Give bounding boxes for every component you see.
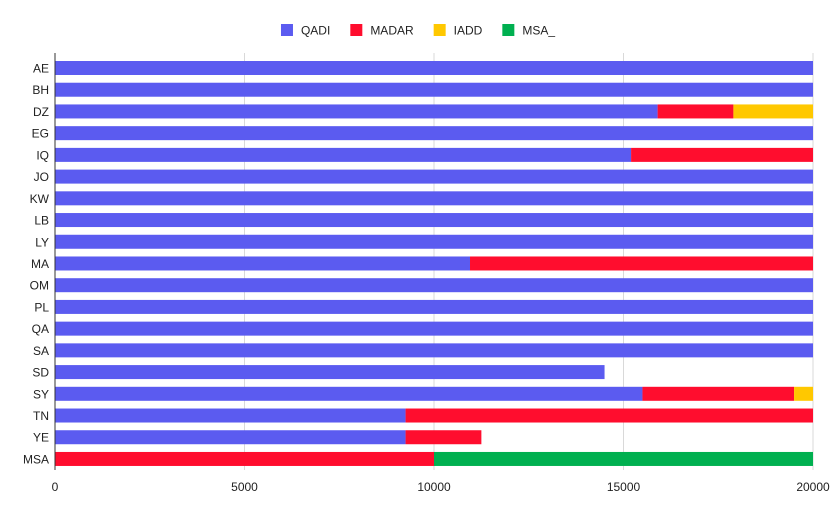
x-tick-label: 15000 xyxy=(607,480,641,494)
y-tick-label: SA xyxy=(33,344,49,358)
y-tick-label: AE xyxy=(33,62,49,76)
legend-swatch xyxy=(502,24,515,36)
bar-segment-qadi-sa xyxy=(55,343,813,358)
y-tick-label: SD xyxy=(32,366,49,380)
y-tick-label: KW xyxy=(30,192,50,206)
bar-segment-qadi-qa xyxy=(55,321,813,336)
y-tick-label: MSA xyxy=(23,452,49,466)
y-tick-label: PL xyxy=(34,300,49,314)
bar-segment-msa-msa xyxy=(434,451,813,466)
legend: QADI MADAR IADD MSA_ xyxy=(280,24,555,38)
y-tick-label: IQ xyxy=(36,148,49,162)
y-tick-label: DZ xyxy=(33,105,49,119)
x-tick-label: 20000 xyxy=(796,480,830,494)
y-tick-label: SY xyxy=(33,387,49,401)
bar-segment-madar-iq xyxy=(631,147,813,162)
legend-label: IADD xyxy=(454,24,483,38)
bar-segment-qadi-ma xyxy=(55,256,471,271)
bar-segment-madar-sy xyxy=(642,386,795,401)
y-tick-label: LY xyxy=(35,235,49,249)
bar-segment-iadd-sy xyxy=(794,386,813,401)
y-tick-label: QA xyxy=(32,322,49,336)
bar-segment-qadi-om xyxy=(55,278,813,293)
y-tick-label: YE xyxy=(33,431,49,445)
y-tick-label: EG xyxy=(32,127,49,141)
legend-label: MADAR xyxy=(370,24,414,38)
bar-segment-qadi-eg xyxy=(55,126,813,141)
x-tick-label: 10000 xyxy=(417,480,451,494)
bar-segment-qadi-ly xyxy=(55,234,813,249)
bar-segment-qadi-lb xyxy=(55,213,813,228)
bar-segment-qadi-bh xyxy=(55,82,813,97)
y-tick-label: JO xyxy=(34,170,49,184)
legend-swatch xyxy=(350,24,363,36)
bar-segment-qadi-ae xyxy=(55,61,813,75)
bar-segment-madar-ma xyxy=(470,256,813,271)
y-tick-label: MA xyxy=(31,257,49,271)
y-tick-label: BH xyxy=(32,83,49,97)
legend-item-madar[interactable]: MADAR xyxy=(350,24,414,38)
legend-item-qadi[interactable]: QADI xyxy=(280,24,330,38)
legend-item-iadd[interactable]: IADD xyxy=(433,24,483,38)
y-tick-label: TN xyxy=(33,409,49,423)
legend-label: MSA_ xyxy=(522,24,555,38)
bar-segment-madar-tn xyxy=(405,408,813,423)
bar-segment-qadi-kw xyxy=(55,191,813,206)
x-tick-label: 5000 xyxy=(231,480,258,494)
bar-segment-qadi-sy xyxy=(55,386,643,401)
bar-segment-madar-msa xyxy=(55,451,434,466)
bar-segment-madar-ye xyxy=(405,430,482,445)
axes: AE BH DZ EG IQ JO KW LB LY MA OM PL QA SA SD SY TN YE MSA0… xyxy=(23,53,830,494)
bar-segment-iadd-dz xyxy=(733,104,813,119)
bar-segment-qadi-sd xyxy=(55,365,605,380)
bar-segment-qadi-tn xyxy=(55,408,406,423)
legend-item-msa[interactable]: MSA_ xyxy=(502,24,555,38)
legend-label: QADI xyxy=(301,24,330,38)
bar-segment-qadi-dz xyxy=(55,104,658,119)
y-tick-label: LB xyxy=(34,214,49,228)
legend-swatch xyxy=(433,24,446,36)
bar-segment-qadi-iq xyxy=(55,147,632,162)
bar-segment-qadi-ye xyxy=(55,430,406,445)
x-tick-label: 0 xyxy=(52,480,59,494)
y-tick-label: OM xyxy=(30,279,49,293)
bars xyxy=(55,61,813,466)
legend-swatch xyxy=(280,24,293,36)
bar-segment-qadi-pl xyxy=(55,299,813,314)
bar-segment-qadi-jo xyxy=(55,169,813,184)
bar-segment-madar-dz xyxy=(657,104,734,119)
